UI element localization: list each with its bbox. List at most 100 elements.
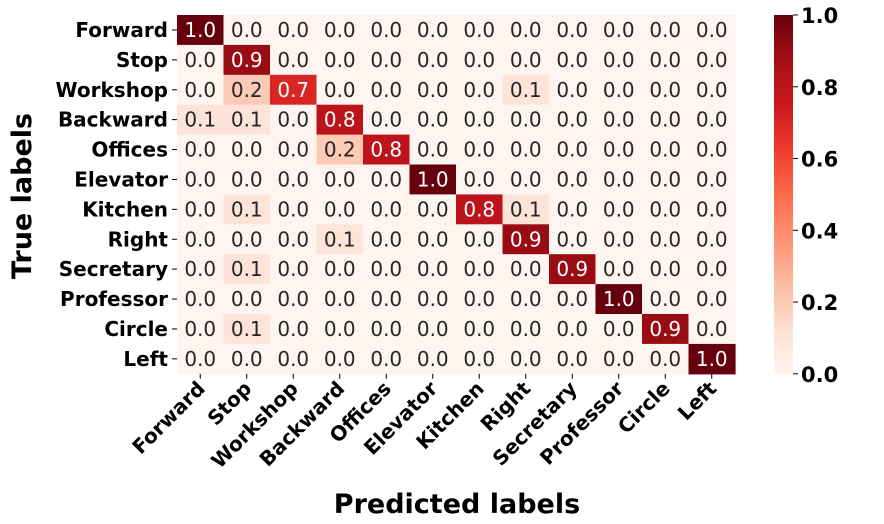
cell-value-label: 0.0 (277, 197, 309, 221)
heatmap-cell (409, 164, 457, 195)
cell-value-label: 0.8 (324, 108, 356, 132)
heatmap-cells (177, 15, 736, 375)
heatmap-cell (270, 74, 318, 106)
cell-value-label: 0.0 (370, 18, 402, 42)
cell-value-label: 0.9 (231, 48, 263, 72)
cell-value-label: 0.0 (184, 78, 216, 102)
cell-value-label: 0.9 (649, 317, 681, 341)
heatmap-cell (688, 134, 736, 166)
cell-value-label: 0.0 (696, 167, 728, 191)
heatmap-cell (363, 314, 411, 345)
cell-value-label: 0.0 (417, 317, 449, 341)
cell-value-label: 0.9 (556, 257, 588, 281)
cell-value-label: 0.1 (184, 108, 216, 132)
cell-value-label: 0.0 (324, 18, 356, 42)
cell-value-label: 0.0 (556, 317, 588, 341)
y-tick-label: Left (123, 347, 168, 371)
heatmap-cell (363, 343, 411, 375)
cell-value-label: 0.0 (510, 287, 542, 311)
heatmap-cell (549, 104, 597, 136)
cell-value-label: 0.0 (324, 78, 356, 102)
heatmap-cell (456, 44, 504, 76)
heatmap-cell (316, 134, 364, 166)
heatmap-cell (595, 224, 643, 255)
heatmap-cell (456, 104, 504, 136)
heatmap-cell (549, 164, 597, 195)
heatmap-cell (316, 254, 364, 285)
cell-value-label: 0.0 (510, 317, 542, 341)
cell-value-label: 0.0 (510, 108, 542, 132)
cell-value-label: 0.0 (370, 197, 402, 221)
cell-value-label: 0.0 (184, 347, 216, 371)
heatmap-cell (642, 314, 690, 345)
heatmap-cell (595, 343, 643, 375)
cell-value-label: 0.0 (324, 287, 356, 311)
heatmap-cell (409, 15, 457, 46)
heatmap-cell (456, 194, 504, 225)
heatmap-cell (595, 104, 643, 136)
heatmap-cell (688, 104, 736, 136)
heatmap-cell (642, 74, 690, 106)
heatmap-cell (595, 74, 643, 106)
cell-value-label: 0.1 (231, 317, 263, 341)
heatmap-cell (502, 164, 550, 195)
cell-value-label: 0.0 (649, 167, 681, 191)
heatmap-cell (363, 44, 411, 76)
cell-value-label: 0.0 (370, 48, 402, 72)
x-tick-labels: ForwardStopWorkshopBackwardOfficesElevat… (127, 373, 722, 473)
cell-value-label: 0.0 (324, 347, 356, 371)
heatmap-cell (316, 15, 364, 46)
cell-value-label: 0.0 (649, 48, 681, 72)
cell-value-label: 0.0 (324, 317, 356, 341)
cell-value-label: 0.0 (184, 197, 216, 221)
heatmap-cell (456, 314, 504, 345)
cell-value-label: 0.0 (603, 317, 635, 341)
cell-value-label: 0.0 (603, 78, 635, 102)
heatmap-cell (223, 284, 271, 315)
cell-value-label: 0.0 (184, 48, 216, 72)
cell-value-label: 0.0 (277, 317, 309, 341)
heatmap-cell (502, 104, 550, 136)
colorbar-tick-label: 0.2 (801, 291, 838, 315)
cell-value-label: 0.0 (324, 167, 356, 191)
heatmap-cell (595, 314, 643, 345)
y-tick-label: Kitchen (82, 197, 168, 221)
heatmap-cell (270, 314, 318, 345)
heatmap-cell (270, 284, 318, 315)
heatmap-cell (456, 15, 504, 46)
heatmap-cell (177, 194, 225, 225)
heatmap-cell (177, 254, 225, 285)
cell-value-label: 0.0 (231, 347, 263, 371)
cell-value-label: 0.0 (556, 48, 588, 72)
heatmap-cell (456, 343, 504, 375)
heatmap-cell (502, 314, 550, 345)
x-tick-label: Circle (613, 376, 675, 438)
heatmap-cell (549, 343, 597, 375)
cell-value-label: 0.0 (556, 197, 588, 221)
cell-value-label: 0.0 (370, 108, 402, 132)
cell-value-label: 0.0 (231, 18, 263, 42)
heatmap-cell (223, 134, 271, 166)
heatmap-cell (363, 74, 411, 106)
heatmap-cell (363, 134, 411, 166)
colorbar-tick-label: 0.4 (801, 219, 838, 243)
cell-value-label: 0.0 (603, 18, 635, 42)
heatmap-cell (595, 164, 643, 195)
cell-value-label: 0.0 (603, 197, 635, 221)
heatmap-cell (549, 44, 597, 76)
cell-value-label: 0.0 (370, 317, 402, 341)
heatmap-cell (177, 74, 225, 106)
cell-value-label: 0.0 (324, 197, 356, 221)
y-tick-label: Secretary (59, 257, 168, 281)
cell-value-label: 0.0 (696, 108, 728, 132)
heatmap-cell (270, 194, 318, 225)
cell-value-label: 0.0 (556, 227, 588, 251)
heatmap-cell (502, 343, 550, 375)
cell-value-label: 0.0 (417, 138, 449, 162)
heatmap-cell (223, 343, 271, 375)
heatmap-cell (642, 284, 690, 315)
cell-value-label: 0.0 (463, 167, 495, 191)
colorbar-tick-label: 0.8 (801, 76, 838, 100)
heatmap-cell (502, 134, 550, 166)
heatmap-cell (642, 224, 690, 255)
